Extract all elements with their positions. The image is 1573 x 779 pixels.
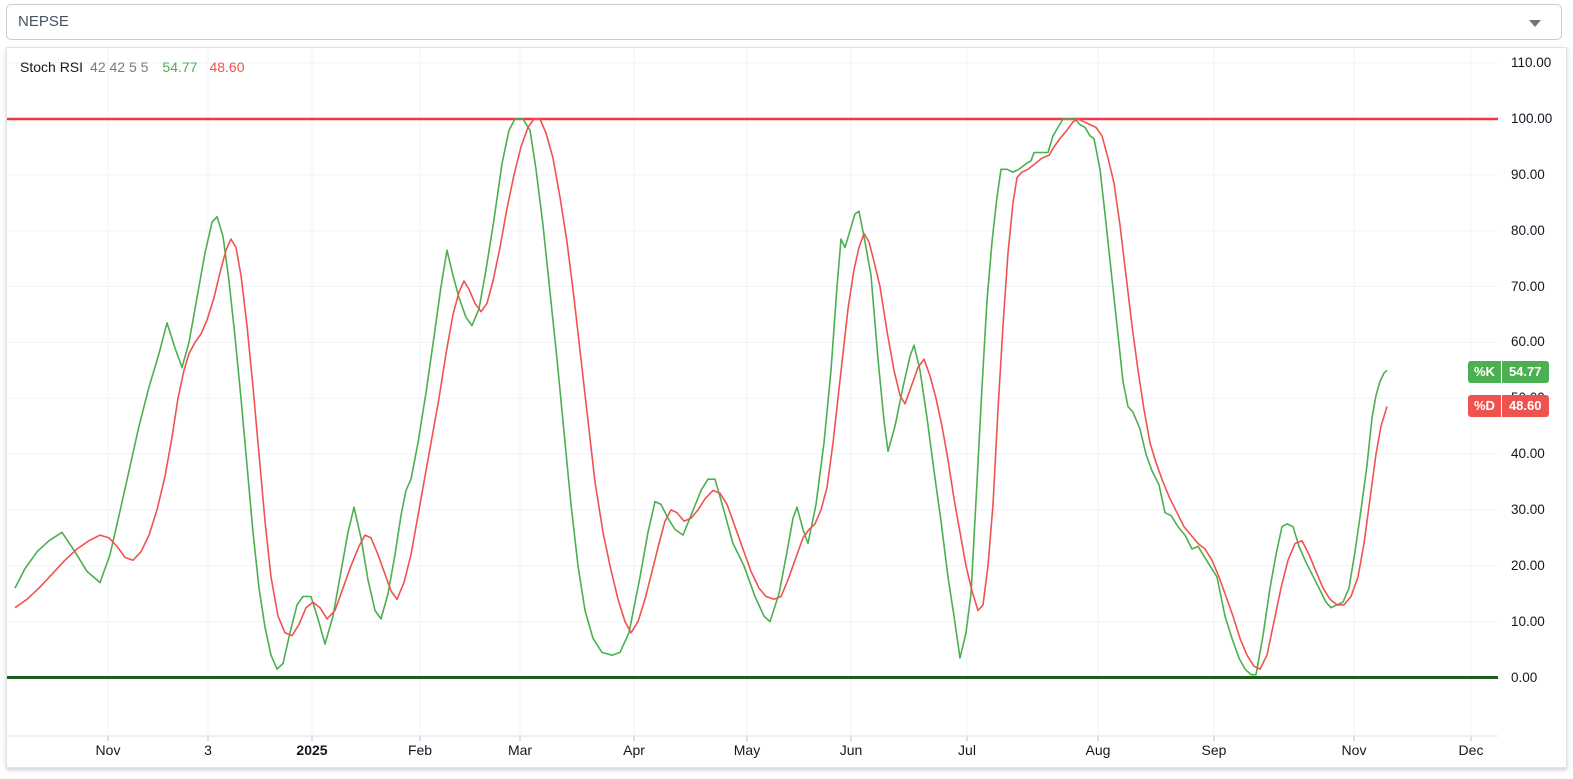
time-axis-label: Jun bbox=[839, 742, 863, 758]
price-axis-label: 40.00 bbox=[1511, 446, 1545, 462]
time-axis-label: Jul bbox=[958, 742, 976, 758]
price-axis[interactable]: 110.00100.0090.0080.0070.0060.0050.0040.… bbox=[7, 48, 1566, 767]
time-axis-label: Mar bbox=[507, 742, 533, 758]
indicator-plot[interactable] bbox=[7, 48, 1566, 767]
d-value-badge: %D 48.60 bbox=[1468, 395, 1549, 418]
price-axis-label: 10.00 bbox=[1511, 613, 1545, 629]
k-badge-label: %K bbox=[1474, 363, 1495, 379]
price-axis-label: 30.00 bbox=[1511, 501, 1545, 517]
series-k-line bbox=[14, 118, 1388, 676]
symbol-dropdown[interactable]: NEPSE bbox=[6, 4, 1562, 40]
series-d-line bbox=[14, 118, 1388, 670]
symbol-dropdown-value: NEPSE bbox=[18, 13, 69, 30]
price-axis-label: 20.00 bbox=[1511, 557, 1545, 573]
price-axis-label: 110.00 bbox=[1511, 55, 1552, 71]
price-axis-label: 0.00 bbox=[1511, 669, 1538, 685]
time-axis-label: 2025 bbox=[296, 742, 328, 758]
k-value-badge: %K 54.77 bbox=[1468, 360, 1549, 383]
time-axis-label: Dec bbox=[1458, 742, 1484, 758]
indicator-legend[interactable]: Stoch RSI 42 42 5 5 54.77 48.60 bbox=[20, 59, 245, 75]
time-axis-label: Nov bbox=[1341, 742, 1367, 758]
indicator-params: 42 42 5 5 bbox=[90, 59, 149, 75]
indicator-d-value: 48.60 bbox=[209, 59, 245, 75]
time-axis-label: Sep bbox=[1201, 742, 1227, 758]
time-axis-label: 3 bbox=[204, 742, 212, 758]
indicator-k-value: 54.77 bbox=[162, 59, 198, 75]
time-axis-label: May bbox=[733, 742, 761, 758]
time-axis-label: Feb bbox=[407, 742, 433, 758]
d-badge-value: 48.60 bbox=[1500, 395, 1549, 418]
indicator-panel: Stoch RSI 42 42 5 5 54.77 48.60 110.00 100.0… bbox=[6, 47, 1567, 768]
chevron-down-icon bbox=[1529, 20, 1541, 27]
price-axis-label: 80.00 bbox=[1511, 222, 1545, 238]
price-axis-label: 100.00 bbox=[1511, 111, 1553, 126]
price-axis-label: 60.00 bbox=[1511, 334, 1545, 350]
time-axis-label: Aug bbox=[1085, 742, 1111, 758]
k-badge-value: 54.77 bbox=[1500, 360, 1549, 383]
time-axis[interactable]: Nov 3 2025 Feb Mar Apr May Jun Jul Aug Sep Nov Dec bbox=[7, 48, 1566, 767]
price-axis-label: 90.00 bbox=[1511, 166, 1545, 182]
d-badge-label: %D bbox=[1474, 398, 1495, 414]
time-axis-label: Nov bbox=[95, 742, 121, 758]
time-axis-label: Apr bbox=[623, 742, 645, 758]
indicator-name: Stoch RSI bbox=[20, 59, 84, 75]
price-axis-label: 70.00 bbox=[1511, 278, 1545, 294]
